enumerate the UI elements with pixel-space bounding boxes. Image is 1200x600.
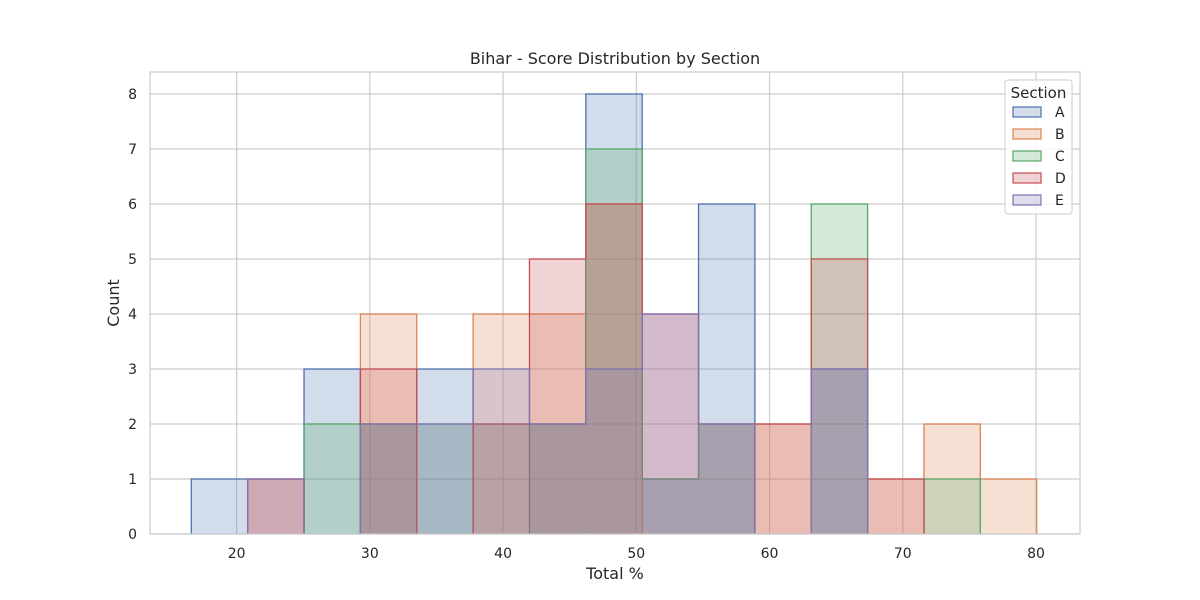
- x-tick-label: 40: [494, 546, 512, 562]
- series-a: [190, 93, 869, 534]
- y-tick-label: 1: [128, 472, 137, 488]
- y-tick-label: 8: [128, 87, 137, 103]
- bar-d-6: [529, 259, 586, 534]
- bar-d-8: [642, 314, 699, 534]
- bar-b-12: [867, 479, 924, 534]
- bar-a-3: [360, 424, 417, 534]
- bar-a-8: [642, 479, 699, 534]
- plot-frame: [149, 71, 1081, 535]
- bar-b-1: [247, 479, 305, 534]
- bar-d-11: [811, 259, 868, 534]
- chart-title: Bihar - Score Distribution by Section: [470, 49, 760, 68]
- legend-title: Section: [1011, 84, 1067, 102]
- legend-swatch-b: [1012, 128, 1042, 140]
- x-axis-title: Total %: [585, 564, 644, 583]
- outline-e: [247, 313, 869, 534]
- bar-a-11: [811, 369, 868, 534]
- bar-c-3: [360, 424, 417, 534]
- y-tick-label: 3: [128, 362, 137, 378]
- legend-label-e: E: [1055, 193, 1064, 209]
- y-tick-label: 0: [128, 527, 137, 543]
- legend-label-a: A: [1055, 105, 1065, 121]
- y-tick-label: 5: [128, 252, 137, 268]
- x-tick-label: 50: [627, 546, 645, 562]
- bar-c-13: [923, 479, 981, 534]
- y-tick-label: 2: [128, 417, 137, 433]
- bar-a-2: [304, 369, 361, 534]
- bar-a-4: [416, 369, 474, 534]
- y-tick-label: 6: [128, 197, 137, 213]
- legend-box: [1004, 79, 1073, 215]
- bar-e-1: [247, 479, 305, 534]
- bar-d-5: [473, 424, 530, 534]
- x-tick-label: 20: [228, 546, 246, 562]
- x-tick-labels: 20 30 40 50 60 70 80: [228, 546, 1045, 562]
- bar-c-8: [642, 479, 699, 534]
- bar-c-6: [529, 424, 586, 534]
- bar-b-14: [980, 479, 1037, 534]
- x-tick-label: 70: [894, 546, 912, 562]
- legend-label-c: C: [1055, 149, 1065, 165]
- bar-e-5: [473, 369, 530, 534]
- bar-c-2: [304, 424, 361, 534]
- legend-swatch-d: [1012, 172, 1042, 184]
- y-axis-title: Count: [104, 279, 123, 327]
- legend-swatch-a: [1012, 106, 1042, 118]
- legend-swatch-e: [1012, 194, 1042, 206]
- x-tick-label: 30: [361, 546, 379, 562]
- bar-d-12: [867, 479, 924, 534]
- bar-c-4: [416, 424, 474, 534]
- bar-c-5: [473, 424, 530, 534]
- bar-a-6: [529, 424, 586, 534]
- bar-d-1: [247, 479, 305, 534]
- x-tick-label: 80: [1027, 546, 1045, 562]
- bar-d-10: [754, 424, 812, 534]
- series-b: [247, 203, 1038, 534]
- histogram-bars: [190, 93, 1038, 534]
- series-e: [247, 313, 869, 534]
- bar-d-3: [360, 369, 417, 534]
- bar-e-7: [585, 369, 643, 534]
- bar-e-8: [642, 314, 699, 534]
- bar-b-10: [754, 424, 812, 534]
- bar-c-7: [585, 149, 643, 534]
- bar-e-3: [360, 424, 417, 534]
- y-tick-label: 7: [128, 142, 137, 158]
- bar-d-9: [698, 424, 755, 534]
- x-tick-label: 60: [761, 546, 779, 562]
- y-tick-labels: 0 1 2 3 4 5 6 7 8: [128, 87, 137, 543]
- bar-e-6: [529, 424, 586, 534]
- bar-a-7: [585, 94, 643, 534]
- bar-a-0: [191, 479, 248, 534]
- bar-e-9: [698, 424, 755, 534]
- legend-label-d: D: [1055, 171, 1066, 187]
- legend-label-b: B: [1055, 127, 1065, 143]
- bar-a-9: [698, 204, 755, 534]
- legend-swatch-c: [1012, 150, 1042, 162]
- bar-e-4: [416, 424, 474, 534]
- y-tick-label: 4: [128, 307, 137, 323]
- bar-e-11: [811, 369, 868, 534]
- bar-c-9: [698, 424, 755, 534]
